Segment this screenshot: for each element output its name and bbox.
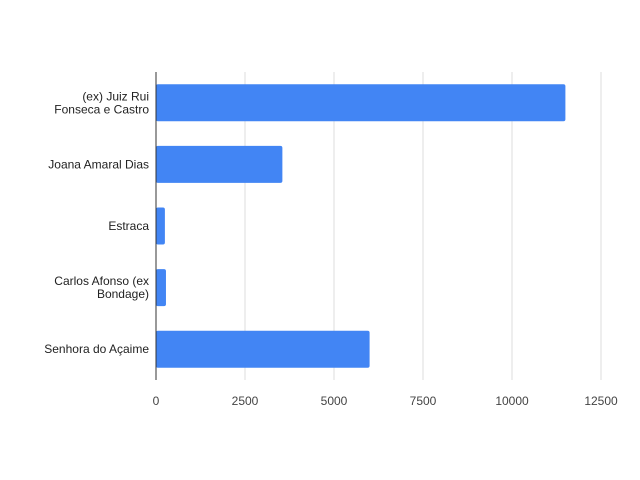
bar bbox=[156, 269, 166, 307]
bar bbox=[156, 207, 165, 245]
category-label: Bondage) bbox=[97, 287, 149, 301]
bar bbox=[156, 330, 370, 368]
category-label: Joana Amaral Dias bbox=[48, 157, 149, 171]
category-label: Carlos Afonso (ex bbox=[54, 274, 149, 288]
bars bbox=[156, 84, 566, 368]
x-tick-label: 12500 bbox=[584, 394, 618, 408]
x-tick-label: 7500 bbox=[410, 394, 437, 408]
category-label: Senhora do Açaime bbox=[44, 342, 149, 356]
x-tick-label: 10000 bbox=[495, 394, 529, 408]
bar bbox=[156, 84, 566, 122]
category-label: Fonseca e Castro bbox=[54, 102, 149, 116]
x-tick-label: 5000 bbox=[321, 394, 348, 408]
category-label: Estraca bbox=[108, 219, 149, 233]
gridlines bbox=[244, 72, 602, 380]
category-label: (ex) Juiz Rui bbox=[82, 89, 149, 103]
x-tick-label: 2500 bbox=[232, 394, 259, 408]
x-tick-label: 0 bbox=[153, 394, 160, 408]
bar bbox=[156, 145, 283, 183]
x-axis-ticks: 0 2500 5000 7500 10000 12500 bbox=[153, 394, 618, 408]
